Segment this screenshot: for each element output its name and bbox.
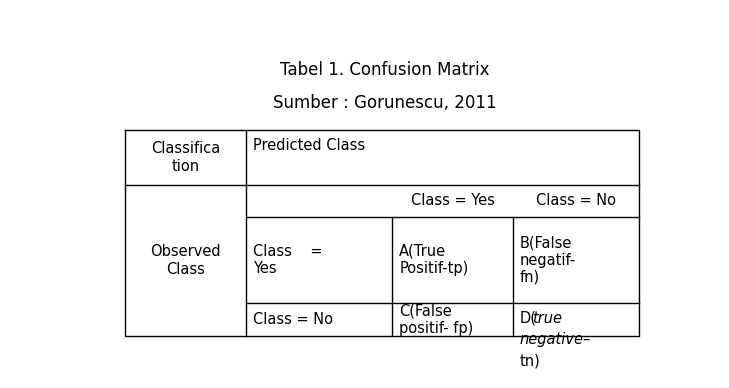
- Text: Sumber : Gorunescu, 2011: Sumber : Gorunescu, 2011: [273, 94, 496, 113]
- Text: A(True
Positif-tp): A(True Positif-tp): [399, 244, 469, 276]
- Text: B(False
negatif-
fn): B(False negatif- fn): [520, 235, 576, 285]
- Text: negative–: negative–: [520, 333, 591, 347]
- Text: Predicted Class: Predicted Class: [253, 138, 364, 153]
- Text: Class = No: Class = No: [253, 312, 332, 327]
- Text: Class    =
Yes: Class = Yes: [253, 244, 322, 276]
- Text: Class = Yes: Class = Yes: [411, 193, 495, 208]
- Text: true: true: [532, 311, 562, 326]
- Text: D(: D(: [520, 311, 537, 326]
- Text: Classifica
tion: Classifica tion: [151, 141, 220, 174]
- Text: Observed
Class: Observed Class: [150, 244, 221, 277]
- Text: Class = No: Class = No: [536, 193, 616, 208]
- Text: tn): tn): [520, 354, 541, 369]
- Text: Tabel 1. Confusion Matrix: Tabel 1. Confusion Matrix: [280, 61, 490, 80]
- Text: C(False
positif- fp): C(False positif- fp): [399, 304, 473, 336]
